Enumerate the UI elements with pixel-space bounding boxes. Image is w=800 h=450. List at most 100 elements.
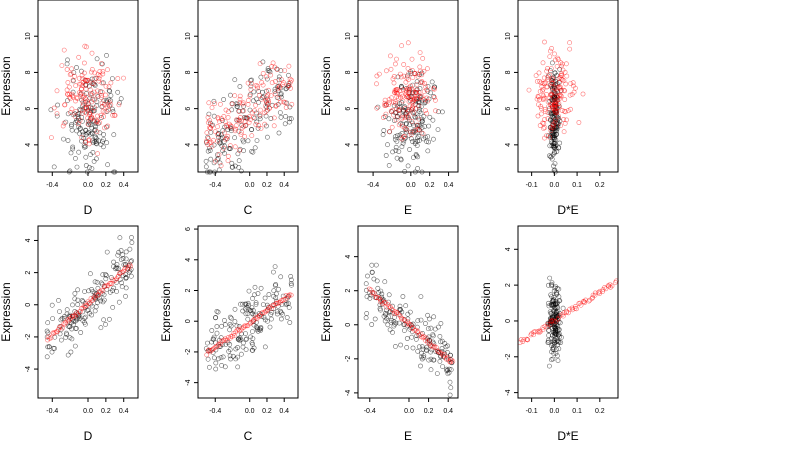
data-point — [268, 72, 274, 78]
data-point — [425, 148, 431, 154]
data-point — [94, 56, 100, 62]
data-point — [557, 298, 563, 304]
data-point — [524, 336, 530, 342]
data-point — [542, 107, 548, 112]
x-tick-label: 0.2 — [101, 182, 111, 189]
data-point — [391, 80, 397, 86]
data-point — [119, 280, 124, 286]
data-point — [405, 66, 411, 71]
data-point — [248, 334, 253, 340]
data-point — [417, 123, 423, 129]
data-point — [83, 78, 89, 84]
data-point — [241, 103, 246, 109]
data-point — [209, 328, 215, 333]
data-point — [414, 122, 420, 128]
data-point — [237, 84, 243, 89]
data-point — [396, 111, 402, 117]
data-point — [542, 39, 547, 45]
data-point — [251, 317, 257, 323]
data-point — [374, 278, 380, 284]
data-point — [273, 291, 279, 297]
y-tick-label: -2 — [25, 334, 32, 340]
data-point — [558, 60, 564, 66]
data-point — [551, 294, 557, 300]
data-point — [101, 317, 106, 323]
data-point — [83, 303, 88, 309]
y-tick-label: 8 — [505, 70, 512, 74]
x-tick-label: -0.4 — [364, 408, 376, 415]
data-point — [100, 272, 106, 278]
data-point — [82, 96, 88, 101]
data-point — [89, 69, 94, 75]
data-point — [407, 103, 413, 109]
x-tick-label: 0.0 — [245, 408, 255, 415]
data-point — [603, 286, 609, 292]
data-point — [207, 148, 213, 153]
panel-2: -0.4 0.0 0.2 0.4 4 6 8 10 C Expression — [159, 0, 299, 217]
data-point — [282, 121, 288, 127]
data-point — [238, 301, 243, 307]
data-point — [421, 68, 427, 74]
data-point — [68, 150, 74, 156]
data-point — [238, 118, 244, 124]
data-point — [425, 84, 431, 89]
data-points — [526, 39, 586, 175]
data-point — [551, 318, 557, 324]
data-point — [425, 326, 431, 332]
data-point — [431, 94, 436, 99]
data-point — [278, 68, 284, 74]
data-point — [540, 97, 546, 102]
data-point — [277, 83, 282, 89]
data-point — [553, 346, 559, 352]
data-point — [548, 125, 554, 131]
data-point — [408, 70, 414, 76]
data-point — [65, 91, 70, 97]
data-point — [396, 122, 402, 128]
data-point — [104, 53, 109, 58]
data-point — [417, 64, 423, 70]
data-point — [218, 163, 224, 169]
data-point — [100, 103, 105, 109]
data-point — [213, 366, 219, 372]
y-tick-label: 10 — [345, 32, 352, 40]
data-point — [105, 67, 110, 73]
data-point — [439, 109, 445, 115]
data-point — [548, 154, 554, 160]
data-point — [545, 77, 551, 83]
data-point — [97, 130, 103, 136]
data-point — [384, 304, 390, 310]
data-point — [408, 132, 414, 138]
data-point — [106, 88, 112, 93]
data-point — [580, 91, 586, 97]
data-point — [429, 343, 435, 349]
data-point — [549, 281, 555, 287]
data-point — [416, 106, 422, 112]
data-point — [553, 284, 558, 289]
data-point — [94, 129, 100, 135]
data-point — [72, 296, 78, 302]
data-point — [542, 125, 548, 130]
data-point — [99, 104, 105, 110]
data-point — [63, 334, 69, 340]
data-point — [431, 344, 436, 350]
data-point — [600, 289, 605, 294]
data-point — [540, 60, 546, 66]
data-point — [65, 57, 70, 63]
data-point — [221, 145, 227, 151]
x-tick-label: 0.2 — [262, 408, 272, 415]
y-tick-label: -4 — [505, 389, 512, 395]
data-point — [45, 344, 51, 350]
y-tick-label: 6 — [345, 107, 352, 111]
data-point — [67, 96, 73, 102]
data-point — [246, 120, 252, 125]
data-point — [551, 149, 557, 155]
data-point — [232, 128, 238, 134]
data-point — [440, 353, 446, 359]
data-point — [116, 266, 121, 271]
data-point — [560, 313, 566, 319]
data-point — [289, 101, 295, 107]
data-point — [83, 163, 89, 168]
panel-1: -0.4 0.0 0.2 0.4 4 6 8 10 D Expression — [0, 0, 139, 217]
data-point — [235, 336, 241, 342]
data-point — [381, 313, 387, 319]
